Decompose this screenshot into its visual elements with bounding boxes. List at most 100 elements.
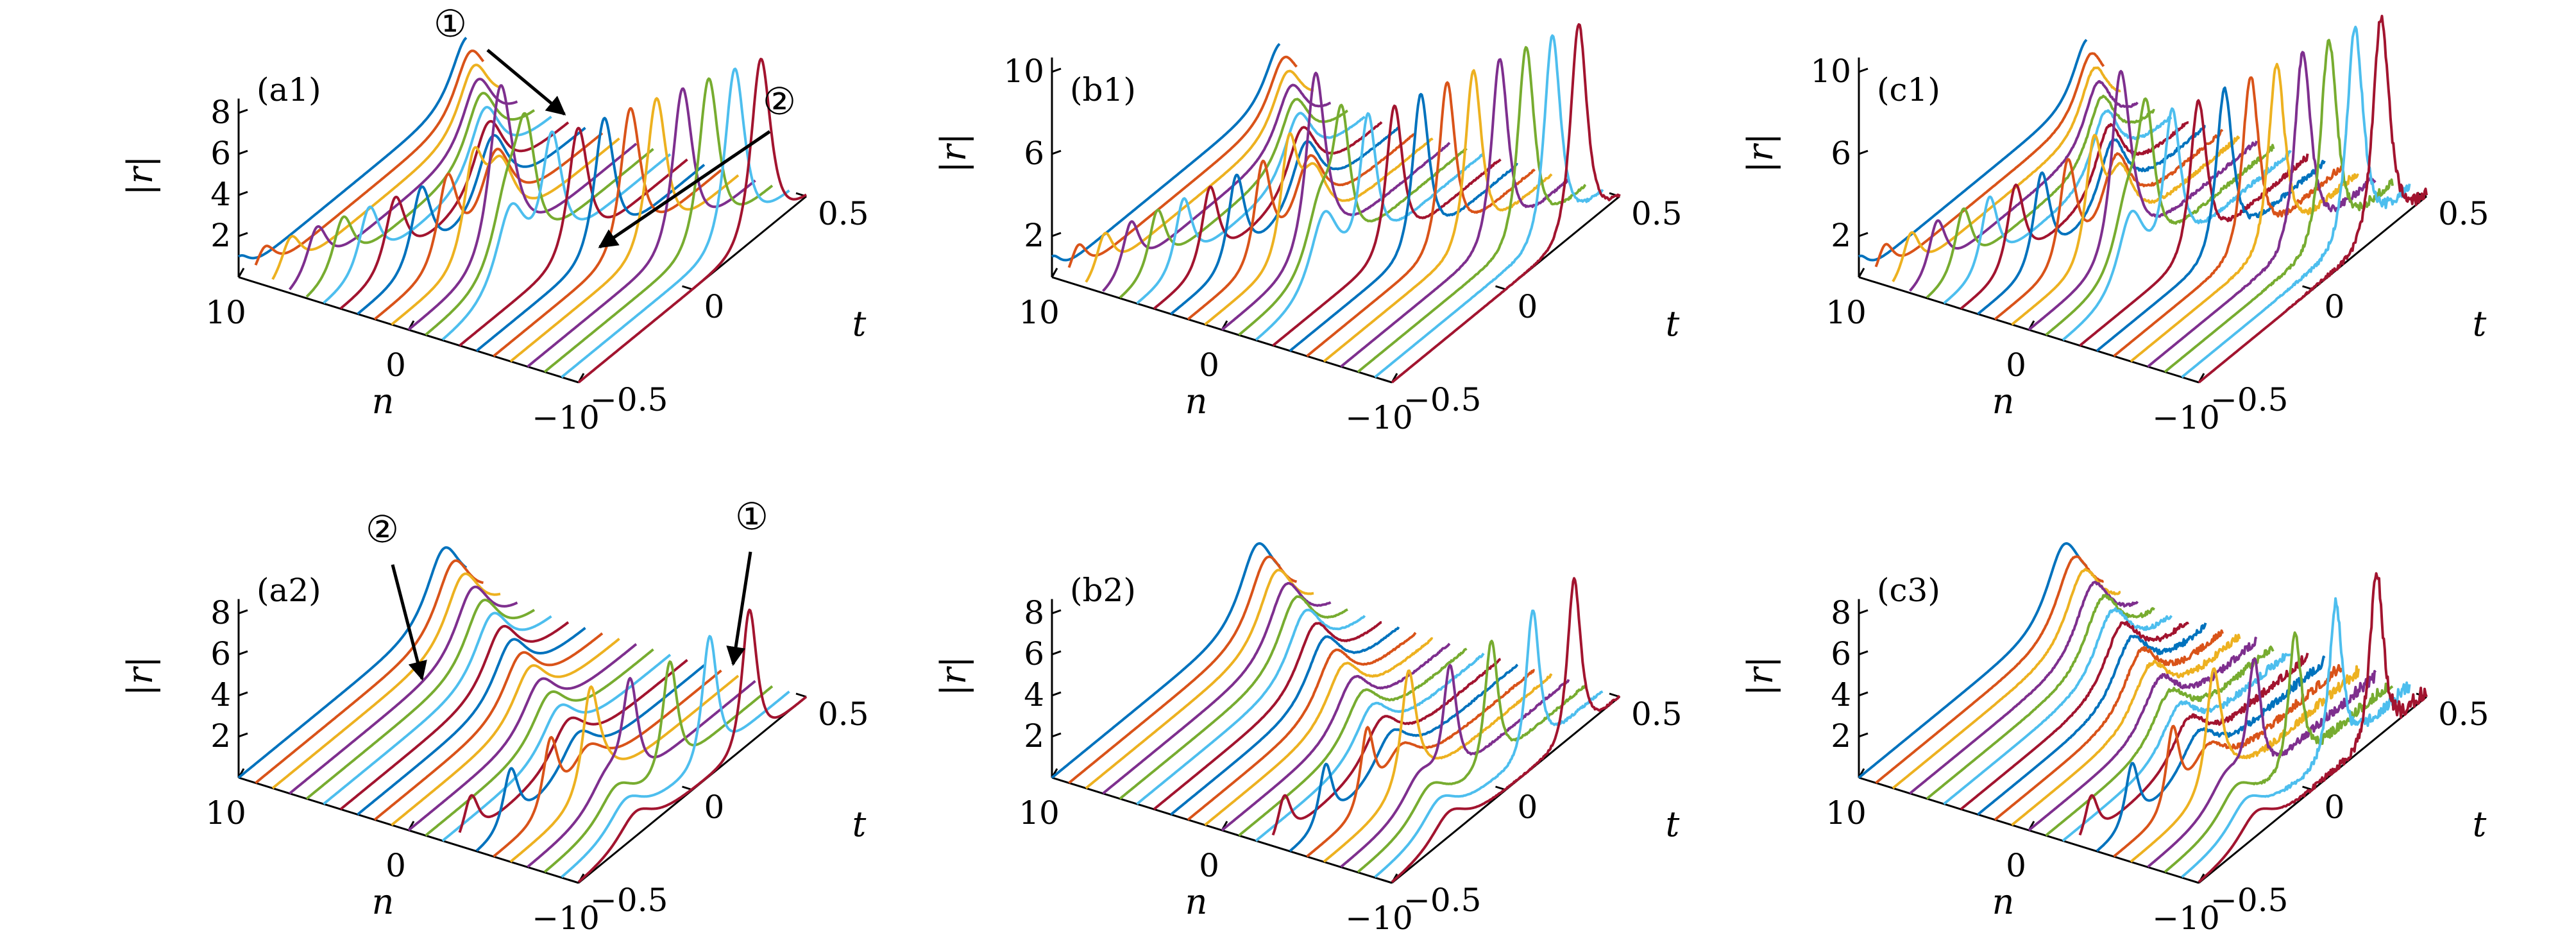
n-tick: [1051, 268, 1058, 278]
series-line: [305, 599, 536, 800]
series-line: [2096, 655, 2326, 852]
n-tick-label: 0: [2006, 847, 2026, 884]
t-tick-label: 0: [704, 288, 725, 325]
t-tick-label: 0: [1518, 288, 1538, 325]
series-line: [2062, 107, 2292, 341]
z-tick: [1051, 691, 1062, 697]
series-line: [271, 64, 501, 280]
series-line: [339, 120, 570, 310]
annotation-marker: ②: [366, 508, 399, 551]
z-axis-label: |r|: [120, 656, 160, 696]
series-line: [2181, 26, 2411, 379]
panel-label: (c3): [1877, 572, 1940, 609]
t-tick-label: −0.5: [1403, 381, 1481, 418]
series-line: [2079, 99, 2309, 347]
series-line: [509, 97, 740, 363]
t-tick: [2188, 378, 2199, 384]
series-line: [2130, 665, 2360, 863]
series-line: [1255, 112, 1484, 341]
series-line: [1874, 52, 2105, 268]
series-line: [1271, 658, 1502, 836]
z-tick-label: 2: [1024, 717, 1044, 755]
series-line: [2062, 653, 2291, 842]
series-line: [357, 126, 586, 315]
z-tick-label: 8: [1024, 594, 1044, 631]
panel-label: (c1): [1877, 71, 1940, 108]
series-line: [2181, 597, 2411, 878]
z-tick: [1858, 650, 1868, 656]
z-tick-label: 8: [210, 594, 231, 631]
n-axis-label: n: [372, 381, 394, 422]
series-line: [1323, 669, 1553, 863]
series-line: [561, 635, 790, 878]
n-tick-label: 0: [386, 847, 406, 884]
n-axis-label: n: [1992, 882, 2015, 922]
series-line: [2113, 76, 2343, 357]
z-axis-label: |r|: [1740, 656, 1781, 696]
t-axis-label: t: [2473, 303, 2487, 344]
t-tick: [795, 692, 807, 698]
t-axis-label: t: [852, 804, 867, 844]
z-tick-label: 4: [210, 176, 231, 213]
n-tick-label: 10: [1826, 794, 1867, 832]
annotation-arrow: [598, 130, 771, 249]
z-tick: [1051, 232, 1062, 237]
series-line: [1289, 663, 1519, 852]
n-tick-label: 10: [1826, 294, 1867, 331]
series-line: [2028, 70, 2258, 331]
t-tick-label: 0.5: [818, 696, 869, 733]
z-tick: [1051, 650, 1062, 656]
series-line: [2198, 15, 2428, 384]
series-line: [254, 49, 485, 266]
z-tick: [1858, 691, 1868, 697]
z-tick-label: 6: [1831, 635, 1851, 672]
chart-panel: 2 6 10 |r| 10 0 −10 n 0.5 0 −0.5 t (b1): [933, 23, 1682, 436]
z-tick-label: 10: [1810, 53, 1851, 90]
series-line: [407, 84, 638, 331]
n-tick-label: 0: [2006, 346, 2026, 384]
n-tick-label: 0: [386, 346, 406, 384]
series-line: [1892, 568, 2121, 789]
t-tick-label: −0.5: [590, 882, 668, 919]
series-line: [357, 626, 586, 816]
t-axis-label: t: [1666, 303, 1680, 344]
series-line: [1136, 608, 1366, 805]
series-line: [323, 106, 552, 304]
series-line: [1909, 80, 2139, 292]
z-tick: [238, 150, 248, 155]
t-tick: [568, 378, 579, 384]
z-tick-label: 2: [1831, 717, 1851, 755]
z-tick-label: 6: [1024, 135, 1044, 172]
series-line: [1085, 568, 1314, 789]
annotation-marker: ②: [763, 80, 796, 123]
t-tick-label: 0.5: [1631, 195, 1682, 232]
series-line: [577, 58, 808, 384]
z-tick-label: 6: [210, 635, 231, 672]
series-line: [2130, 62, 2359, 363]
z-tick-label: 6: [210, 135, 231, 172]
chart-panel: 2 6 10 |r| 10 0 −10 n 0.5 0 −0.5 t (c1): [1740, 15, 2489, 436]
series-line: [339, 621, 570, 810]
series-line: [1374, 610, 1604, 878]
t-tick-label: −0.5: [1403, 882, 1481, 919]
z-axis-label: |r|: [933, 656, 974, 696]
series-line: [1909, 581, 2139, 795]
series-line: [1340, 58, 1570, 368]
panel-label: (a1): [257, 71, 321, 108]
n-tick-label: 10: [205, 294, 246, 331]
panel-label: (a2): [257, 572, 321, 609]
z-tick: [1858, 232, 1868, 237]
series-line: [255, 559, 484, 784]
series-line: [1994, 629, 2224, 821]
z-tick: [238, 191, 248, 196]
annotation-arrow: [486, 49, 566, 115]
t-tick: [1495, 285, 1506, 291]
z-tick-label: 8: [1831, 594, 1851, 631]
t-tick: [1381, 378, 1393, 384]
series-line: [2164, 38, 2394, 373]
t-tick-label: 0: [1518, 789, 1538, 826]
n-tick-label: −10: [532, 399, 600, 436]
z-tick: [1858, 609, 1868, 615]
series-line: [1187, 631, 1417, 821]
series-line: [543, 660, 774, 873]
